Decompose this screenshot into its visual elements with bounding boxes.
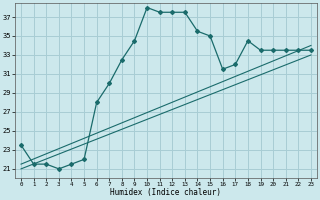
- X-axis label: Humidex (Indice chaleur): Humidex (Indice chaleur): [110, 188, 221, 197]
